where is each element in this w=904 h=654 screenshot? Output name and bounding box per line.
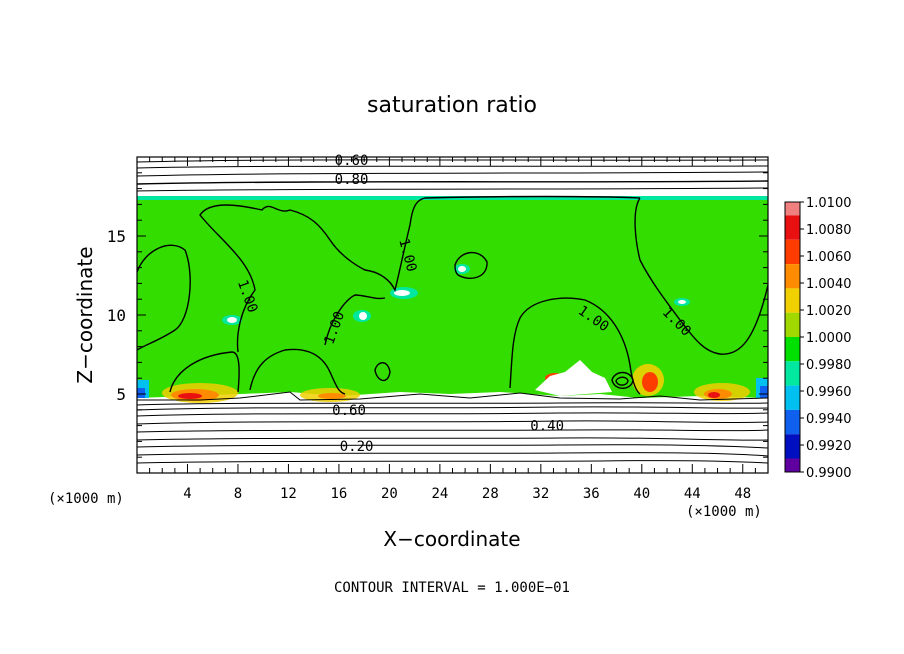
- contours-1.00: [137, 195, 768, 395]
- x-axis-label: X−coordinate: [383, 527, 520, 551]
- colorbar-level-label: 1.0100: [806, 196, 852, 211]
- contour-label-text: 0.20: [340, 439, 374, 455]
- x-tick-label: 48: [734, 486, 751, 502]
- y-tick-label: 5: [116, 385, 126, 404]
- colorbar: 1.0100 1.0080 1.0060 1.0040 1.0020 1.0000 0.99…: [784, 196, 852, 481]
- x-tick-label: 36: [583, 486, 600, 502]
- colorbar-level-label: 1.0000: [806, 331, 852, 346]
- colorbar-swatch: [785, 434, 800, 459]
- y-axis-label: Z−coordinate: [73, 246, 97, 383]
- y-tick-label: 15: [107, 227, 126, 246]
- colorbar-swatch: [785, 215, 800, 240]
- chart-title: saturation ratio: [367, 93, 537, 118]
- colorbar-swatch: [785, 409, 800, 435]
- colorbar-swatch: [785, 385, 800, 410]
- x-tick-label: 40: [633, 486, 650, 502]
- colorbar-swatch: [785, 264, 800, 289]
- x-tick-label: 4: [183, 486, 191, 502]
- colorbar-level-label: 0.9940: [806, 412, 852, 427]
- x-axis-ticks: 4 8 12 16 20 24 28 32 36 40 44 48: [149, 157, 756, 502]
- x-tick-label: 16: [330, 486, 347, 502]
- x-tick-label: 32: [532, 486, 549, 502]
- x-unit-label-right: (×1000 m): [686, 504, 762, 520]
- colorbar-swatch: [785, 458, 800, 472]
- colorbar-swatch: [785, 239, 800, 265]
- contour-label-text: 0.80: [335, 172, 369, 188]
- colorbar-level-label: 1.0040: [806, 277, 852, 292]
- colorbar-level-label: 1.0060: [806, 250, 852, 265]
- saturated-region: [137, 196, 768, 398]
- contour-label: 0.20: [340, 439, 374, 455]
- colorbar-swatch: [785, 361, 800, 386]
- x-tick-label: 24: [431, 486, 448, 502]
- contours-lower: [137, 391, 768, 464]
- colorbar-level-label: 0.9920: [806, 439, 852, 454]
- contour-label: 0.60: [332, 403, 366, 419]
- y-axis-ticks: 5 10 15: [107, 172, 768, 458]
- contour-label: 0.40: [530, 419, 564, 435]
- x-tick-label: 20: [381, 486, 398, 502]
- x-tick-label: 44: [684, 486, 701, 502]
- colorbar-swatch: [785, 202, 800, 216]
- colorbar-level-label: 0.9980: [806, 358, 852, 373]
- contours-upper: [137, 159, 768, 192]
- colorbar-level-label: 0.9900: [806, 466, 852, 481]
- x-unit-label-left: (×1000 m): [48, 491, 124, 507]
- contour-interval-footer: CONTOUR INTERVAL = 1.000E−01: [334, 580, 570, 596]
- colorbar-swatch: [785, 312, 800, 337]
- cloud-holes: [227, 266, 686, 396]
- x-tick-label: 28: [482, 486, 499, 502]
- contour-label: 0.80: [335, 172, 369, 188]
- colorbar-level-label: 0.9960: [806, 385, 852, 400]
- contour-label-text: 0.40: [530, 419, 564, 435]
- y-tick-label: 10: [107, 306, 126, 325]
- contour-label-text: 0.60: [332, 403, 366, 419]
- x-tick-label: 12: [280, 486, 297, 502]
- plot-area: [137, 157, 768, 473]
- colorbar-level-label: 1.0080: [806, 223, 852, 238]
- colorbar-level-label: 1.0020: [806, 304, 852, 319]
- colorbar-swatch: [785, 337, 800, 362]
- x-tick-label: 8: [234, 486, 242, 502]
- colorbar-swatch: [785, 288, 800, 313]
